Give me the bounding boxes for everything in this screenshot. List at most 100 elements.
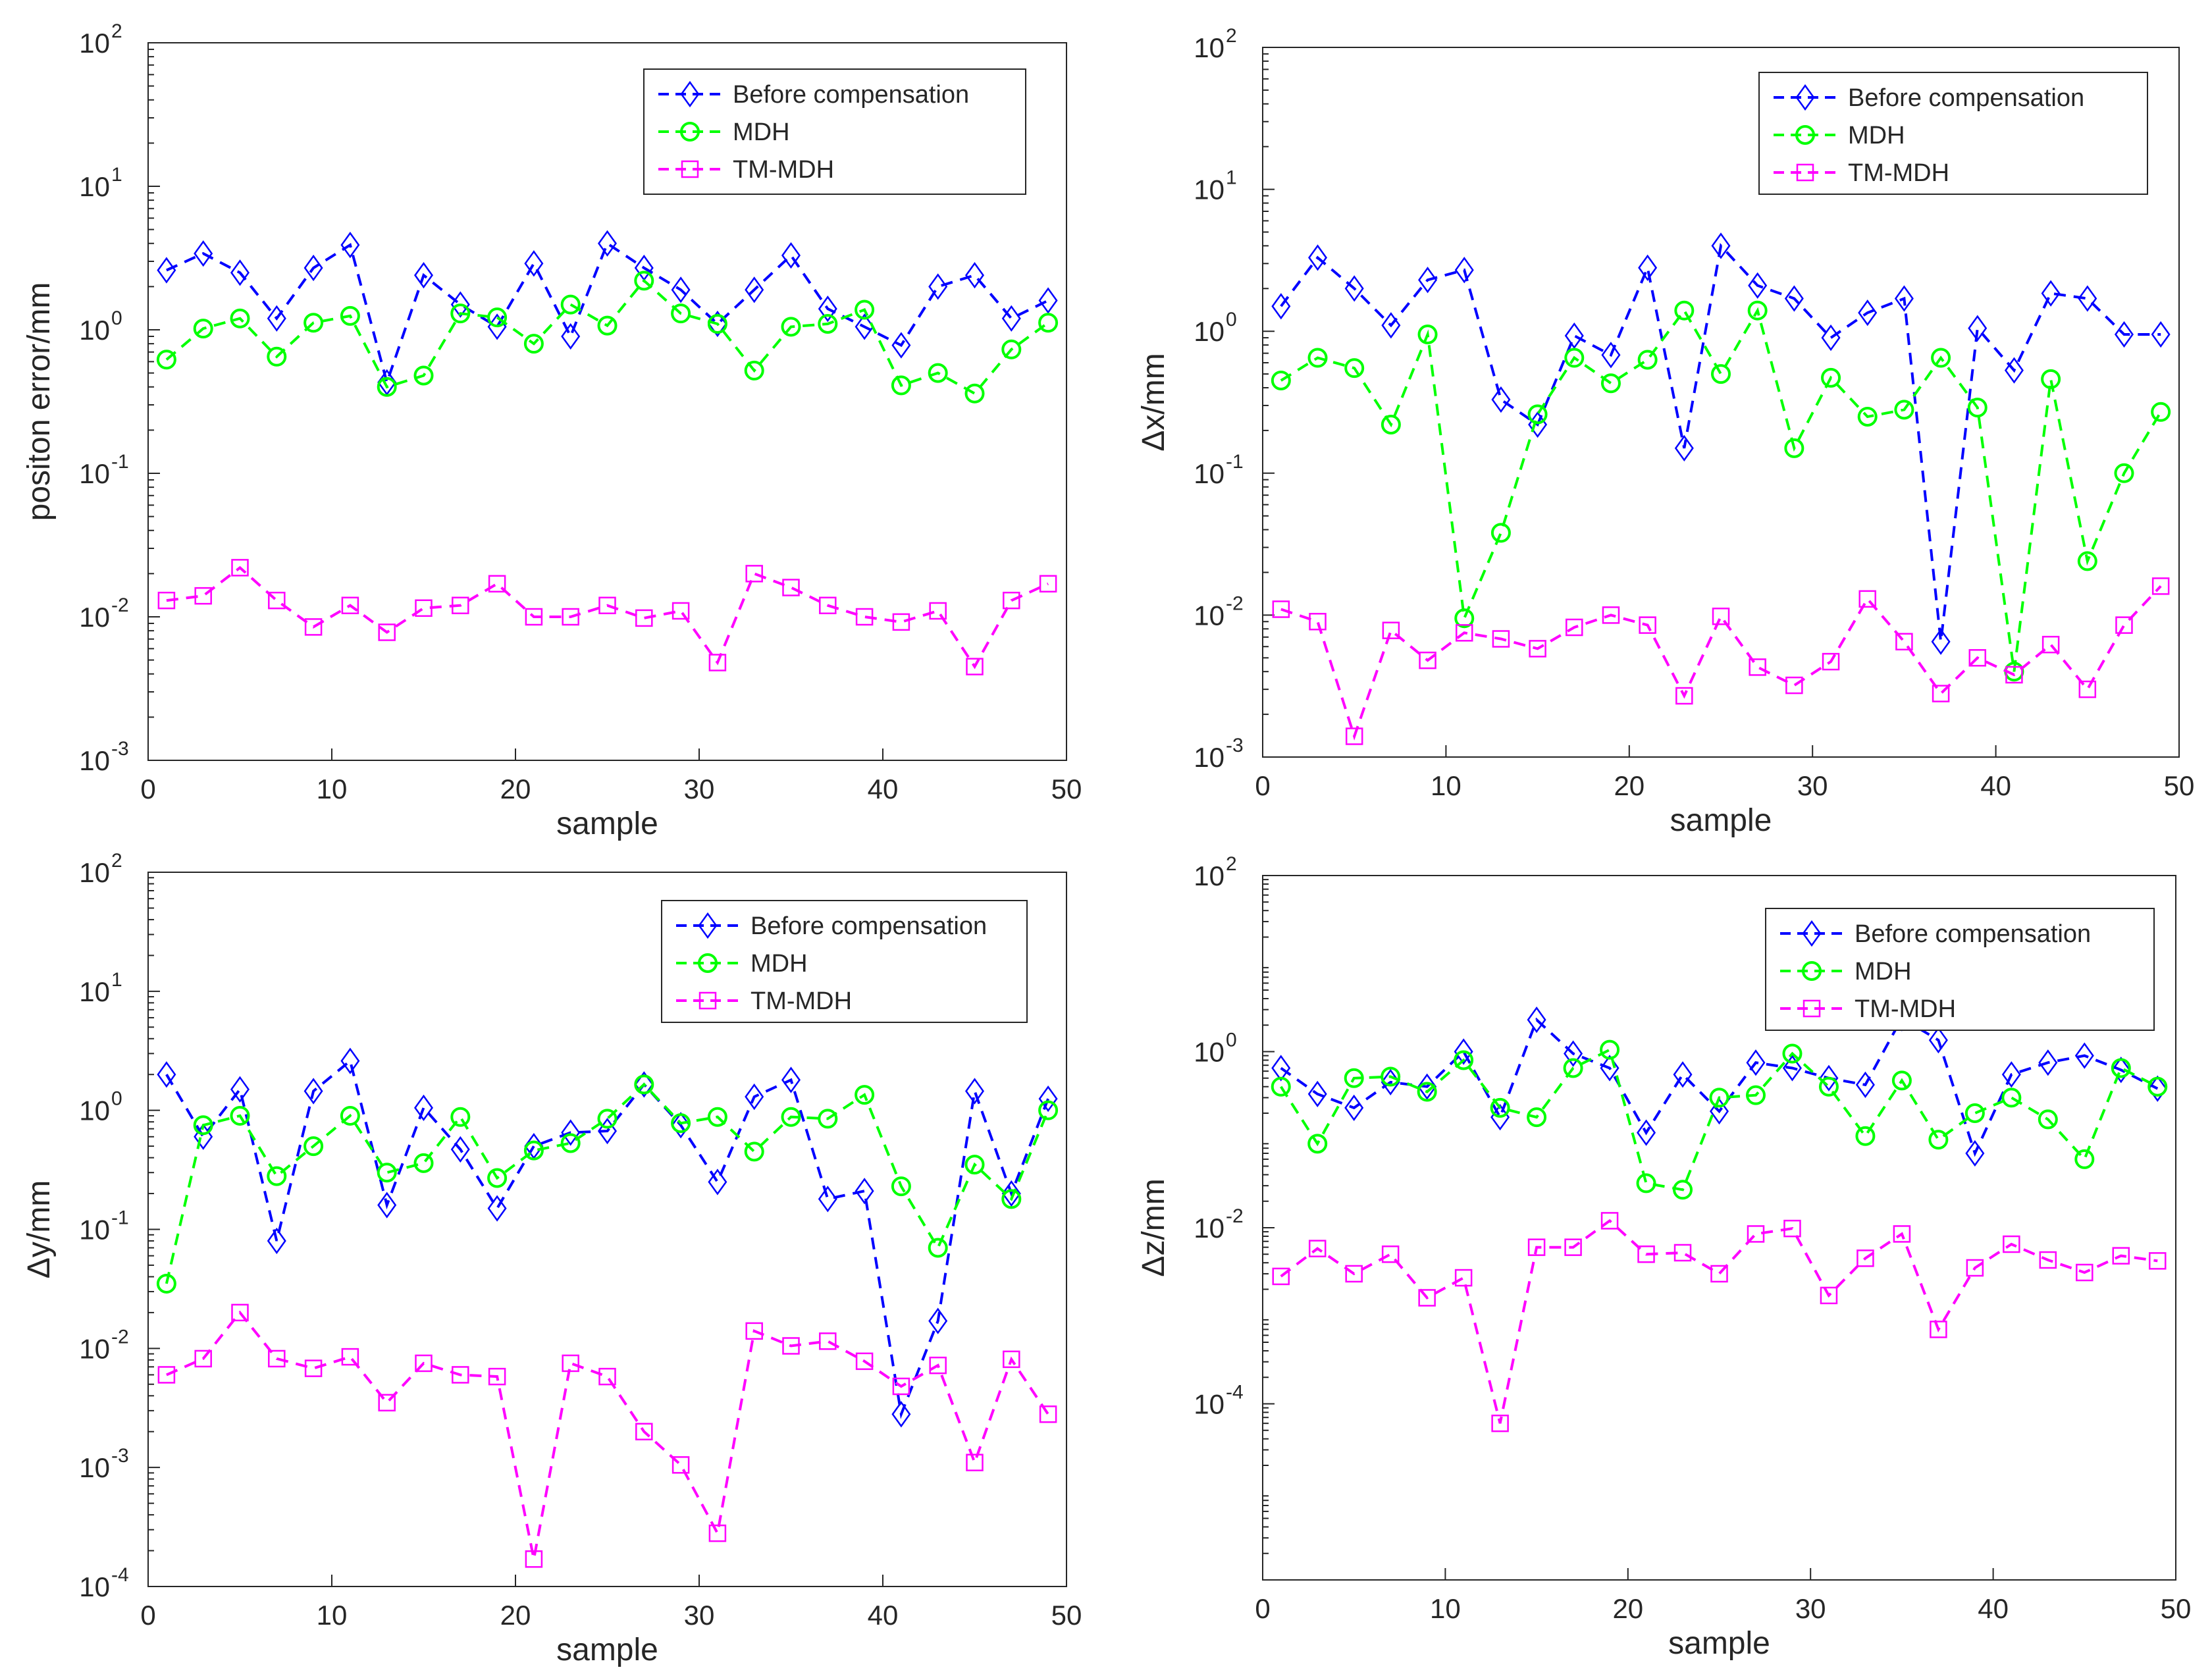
data-point xyxy=(635,1423,653,1440)
series-square xyxy=(1272,577,2170,745)
y-tick-label: 10 xyxy=(1194,458,1224,489)
y-tick-exponent: -1 xyxy=(111,451,129,473)
data-point xyxy=(928,1238,948,1258)
data-point xyxy=(1858,299,1878,327)
data-point xyxy=(929,1356,947,1375)
x-tick-label: 30 xyxy=(1795,1593,1826,1624)
data-point xyxy=(781,1066,801,1093)
data-point xyxy=(2076,1263,2094,1282)
axes-frame xyxy=(147,42,1067,761)
y-tick-label: 10 xyxy=(1194,32,1224,63)
x-tick-label: 10 xyxy=(1431,770,1462,801)
data-point xyxy=(1639,616,1656,634)
data-point xyxy=(157,591,176,610)
data-point xyxy=(708,1524,727,1542)
legend: Before compensation MDH TM-MDH xyxy=(1758,72,2148,195)
legend-box xyxy=(661,900,1028,1023)
y-tick-label: 10 xyxy=(79,1452,110,1483)
series-line xyxy=(166,1310,1049,1560)
y-tick-label: 10 xyxy=(79,1095,110,1126)
legend-label: TM-MDH xyxy=(733,156,834,184)
data-point xyxy=(855,1352,874,1371)
chart-panel-1: 10 -310 -210 -110 010 110 20 10 20 30 40 50samplepo… xyxy=(22,20,1082,841)
data-point xyxy=(1001,1180,1021,1207)
data-point xyxy=(818,1186,837,1213)
data-point xyxy=(304,1359,323,1377)
data-point xyxy=(966,658,984,675)
x-tick-label: 40 xyxy=(1980,770,2011,801)
x-tick-label: 50 xyxy=(2164,770,2195,801)
legend-marker xyxy=(698,953,718,973)
data-point xyxy=(1527,404,1548,425)
legend-marker xyxy=(680,122,700,142)
y-tick-exponent: -3 xyxy=(1226,735,1244,756)
data-point xyxy=(964,1155,985,1175)
chart-panel-2: 10 -310 -210 -110 010 110 20 10 20 30 40 50sampleΔx… xyxy=(1136,25,2194,838)
legend-marker xyxy=(1795,125,1815,145)
data-point xyxy=(487,1168,508,1188)
data-point xyxy=(377,1192,397,1219)
y-tick-exponent: -1 xyxy=(111,1207,129,1229)
y-tick-exponent: 0 xyxy=(111,307,122,329)
data-point xyxy=(707,1107,727,1127)
series-line xyxy=(1280,307,2162,672)
data-point xyxy=(782,579,800,596)
data-point xyxy=(1271,370,1291,390)
data-point xyxy=(2147,1075,2167,1102)
data-point xyxy=(1038,287,1058,314)
data-point xyxy=(157,257,176,284)
data-point xyxy=(340,1105,360,1126)
data-point xyxy=(891,332,911,359)
series-square xyxy=(157,1303,1057,1568)
legend-label: TM-MDH xyxy=(1848,159,1949,187)
data-point xyxy=(452,1366,469,1384)
series-circle xyxy=(1271,1039,2168,1200)
y-tick-label: 10 xyxy=(79,315,110,346)
data-point xyxy=(340,1047,360,1074)
data-point xyxy=(2147,1076,2168,1097)
data-point xyxy=(303,313,324,333)
series-line xyxy=(166,565,1049,669)
x-axis-label: sample xyxy=(556,1633,658,1667)
data-point xyxy=(1965,1140,1985,1167)
axes-frame xyxy=(147,872,1067,1587)
data-point xyxy=(1637,1119,1656,1146)
series-circle xyxy=(1271,300,2171,682)
data-point xyxy=(1344,1094,1364,1122)
data-point xyxy=(1932,685,1950,702)
data-point xyxy=(1307,1134,1328,1154)
data-point xyxy=(193,1115,213,1136)
y-tick-label: 10 xyxy=(1194,1389,1224,1420)
y-tick-exponent: -3 xyxy=(111,1445,129,1467)
legend-box xyxy=(1758,72,2148,195)
data-point xyxy=(340,232,360,259)
data-point xyxy=(1747,1225,1765,1243)
data-point xyxy=(708,1168,727,1195)
x-tick-label: 50 xyxy=(1051,773,1082,804)
legend-marker xyxy=(680,80,700,108)
data-point xyxy=(855,300,875,320)
series-line xyxy=(1280,1219,2158,1424)
data-point xyxy=(230,1105,250,1126)
data-point xyxy=(1636,1173,1656,1193)
data-point xyxy=(1566,618,1583,637)
data-point xyxy=(1745,1085,1766,1105)
data-point xyxy=(560,294,581,315)
data-point xyxy=(1855,1126,1876,1146)
y-tick-exponent: 1 xyxy=(111,164,122,186)
data-point xyxy=(377,1163,397,1183)
data-point xyxy=(1822,652,1840,671)
data-point xyxy=(1673,1061,1693,1088)
data-point xyxy=(1747,300,1768,321)
x-tick-label: 10 xyxy=(317,1600,348,1631)
data-point xyxy=(964,1078,985,1105)
y-tick-exponent: -3 xyxy=(111,738,129,760)
y-tick-label: 10 xyxy=(1194,174,1224,205)
data-point xyxy=(2151,321,2171,348)
data-point xyxy=(2111,1058,2131,1078)
data-point xyxy=(781,1107,801,1127)
data-point xyxy=(156,1273,176,1294)
data-point xyxy=(2078,680,2097,698)
x-tick-label: 10 xyxy=(317,773,348,804)
